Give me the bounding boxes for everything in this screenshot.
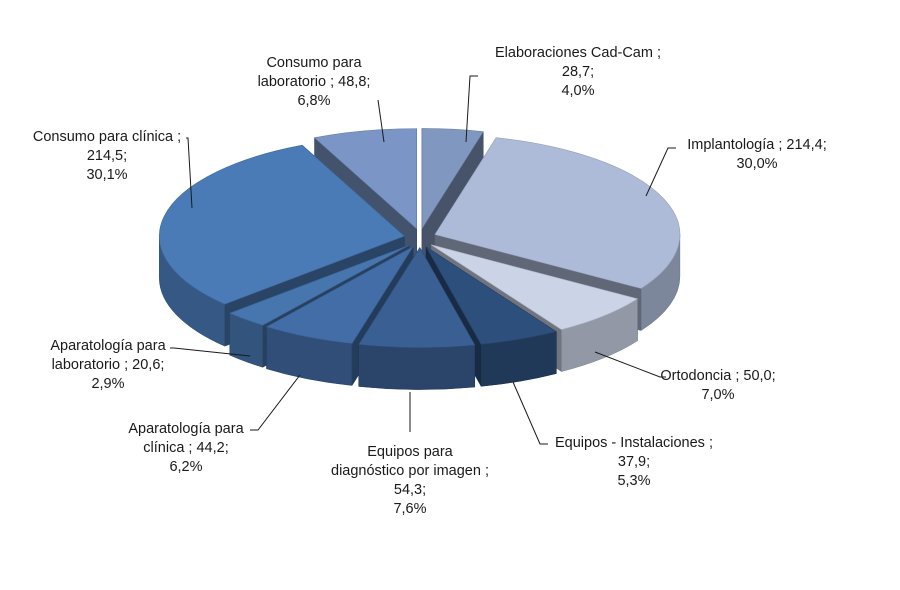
leader-line	[186, 137, 193, 209]
leader-line	[645, 147, 676, 197]
slice-label-line: 6,2%	[169, 459, 202, 475]
slice-label-line: 30,1%	[86, 167, 127, 183]
pie-slice-ortodoncia	[431, 244, 639, 330]
pie-slice-elaboraciones-cad-cam	[421, 128, 484, 230]
slice-tops	[159, 128, 681, 348]
slice-label-line: diagnóstico por imagen ;	[331, 463, 489, 479]
slice-label-line: 214,5;	[87, 148, 127, 164]
slice-label-line: Aparatología para	[50, 338, 166, 354]
leader-line	[377, 99, 385, 143]
slice-label: Aparatología para clínica ; 44,2; 6,2%	[128, 421, 244, 475]
slice-label-line: 30,0%	[736, 156, 777, 172]
leader-line	[250, 374, 301, 431]
slice-label-line: 4,0%	[561, 83, 594, 99]
slice-label-line: Implantología ; 214,4;	[687, 137, 826, 153]
slice-label: Consumo para laboratorio ; 48,8; 6,8%	[258, 55, 371, 109]
slice-label-line: Equipos para	[367, 444, 453, 460]
slice-label: Implantología ; 214,4; 30,0%	[687, 137, 826, 172]
pie-slice-consumo-para-laboratorio	[313, 128, 417, 230]
slice-label-line: Consumo para	[266, 55, 362, 71]
slice-label-line: 7,0%	[701, 387, 734, 403]
pie-slice-aparatolog-a-para-laboratorio	[228, 244, 410, 326]
slice-label-line: clínica ; 44,2;	[143, 440, 228, 456]
slice-label: Aparatología para laboratorio ; 20,6; 2,9%	[50, 338, 166, 392]
slice-label-line: 37,9;	[618, 454, 650, 470]
leader-line	[512, 381, 548, 445]
slice-label-line: 2,9%	[91, 376, 124, 392]
slice-label-line: laboratorio ; 20,6;	[52, 357, 165, 373]
pie-slice-implantolog-a	[434, 137, 681, 289]
slice-label-line: 54,3;	[394, 482, 426, 498]
pie-slice-equipos-para-diagn-stico-por-imagen	[358, 247, 476, 348]
slice-label: Equipos para diagnóstico por imagen ; 54,3…	[331, 444, 489, 517]
slice-label: Equipos - Instalaciones ; 37,9; 5,3%	[555, 435, 713, 489]
slice-label-line: 5,3%	[617, 473, 650, 489]
slice-label-line: 28,7;	[562, 64, 594, 80]
slice-label: Elaboraciones Cad-Cam ; 28,7; 4,0%	[495, 45, 661, 99]
pie-slice-consumo-para-cl-nica	[159, 144, 405, 305]
pie-slice-aparatolog-a-para-cl-nica	[265, 245, 414, 344]
slice-label-line: Consumo para clínica ;	[33, 129, 181, 145]
slice-label: Ortodoncia ; 50,0; 7,0%	[660, 368, 775, 403]
slice-outer-wall	[358, 344, 476, 390]
data-labels: Elaboraciones Cad-Cam ; 28,7; 4,0% Implanto…	[33, 45, 827, 517]
slice-label-line: Aparatología para	[128, 421, 244, 437]
slice-label-line: 7,6%	[393, 501, 426, 517]
slice-label-line: Elaboraciones Cad-Cam ;	[495, 45, 661, 61]
slice-label-line: laboratorio ; 48,8;	[258, 74, 371, 90]
slice-label-line: Ortodoncia ; 50,0;	[660, 368, 775, 384]
leader-line	[170, 347, 251, 357]
pie-slice-equipos-instalaciones	[425, 246, 558, 345]
slice-label: Consumo para clínica ; 214,5; 30,1%	[33, 129, 181, 183]
slice-label-line: 6,8%	[297, 93, 330, 109]
leader-line	[465, 75, 478, 143]
leader-line	[594, 351, 666, 378]
slice-label-line: Equipos - Instalaciones ;	[555, 435, 713, 451]
